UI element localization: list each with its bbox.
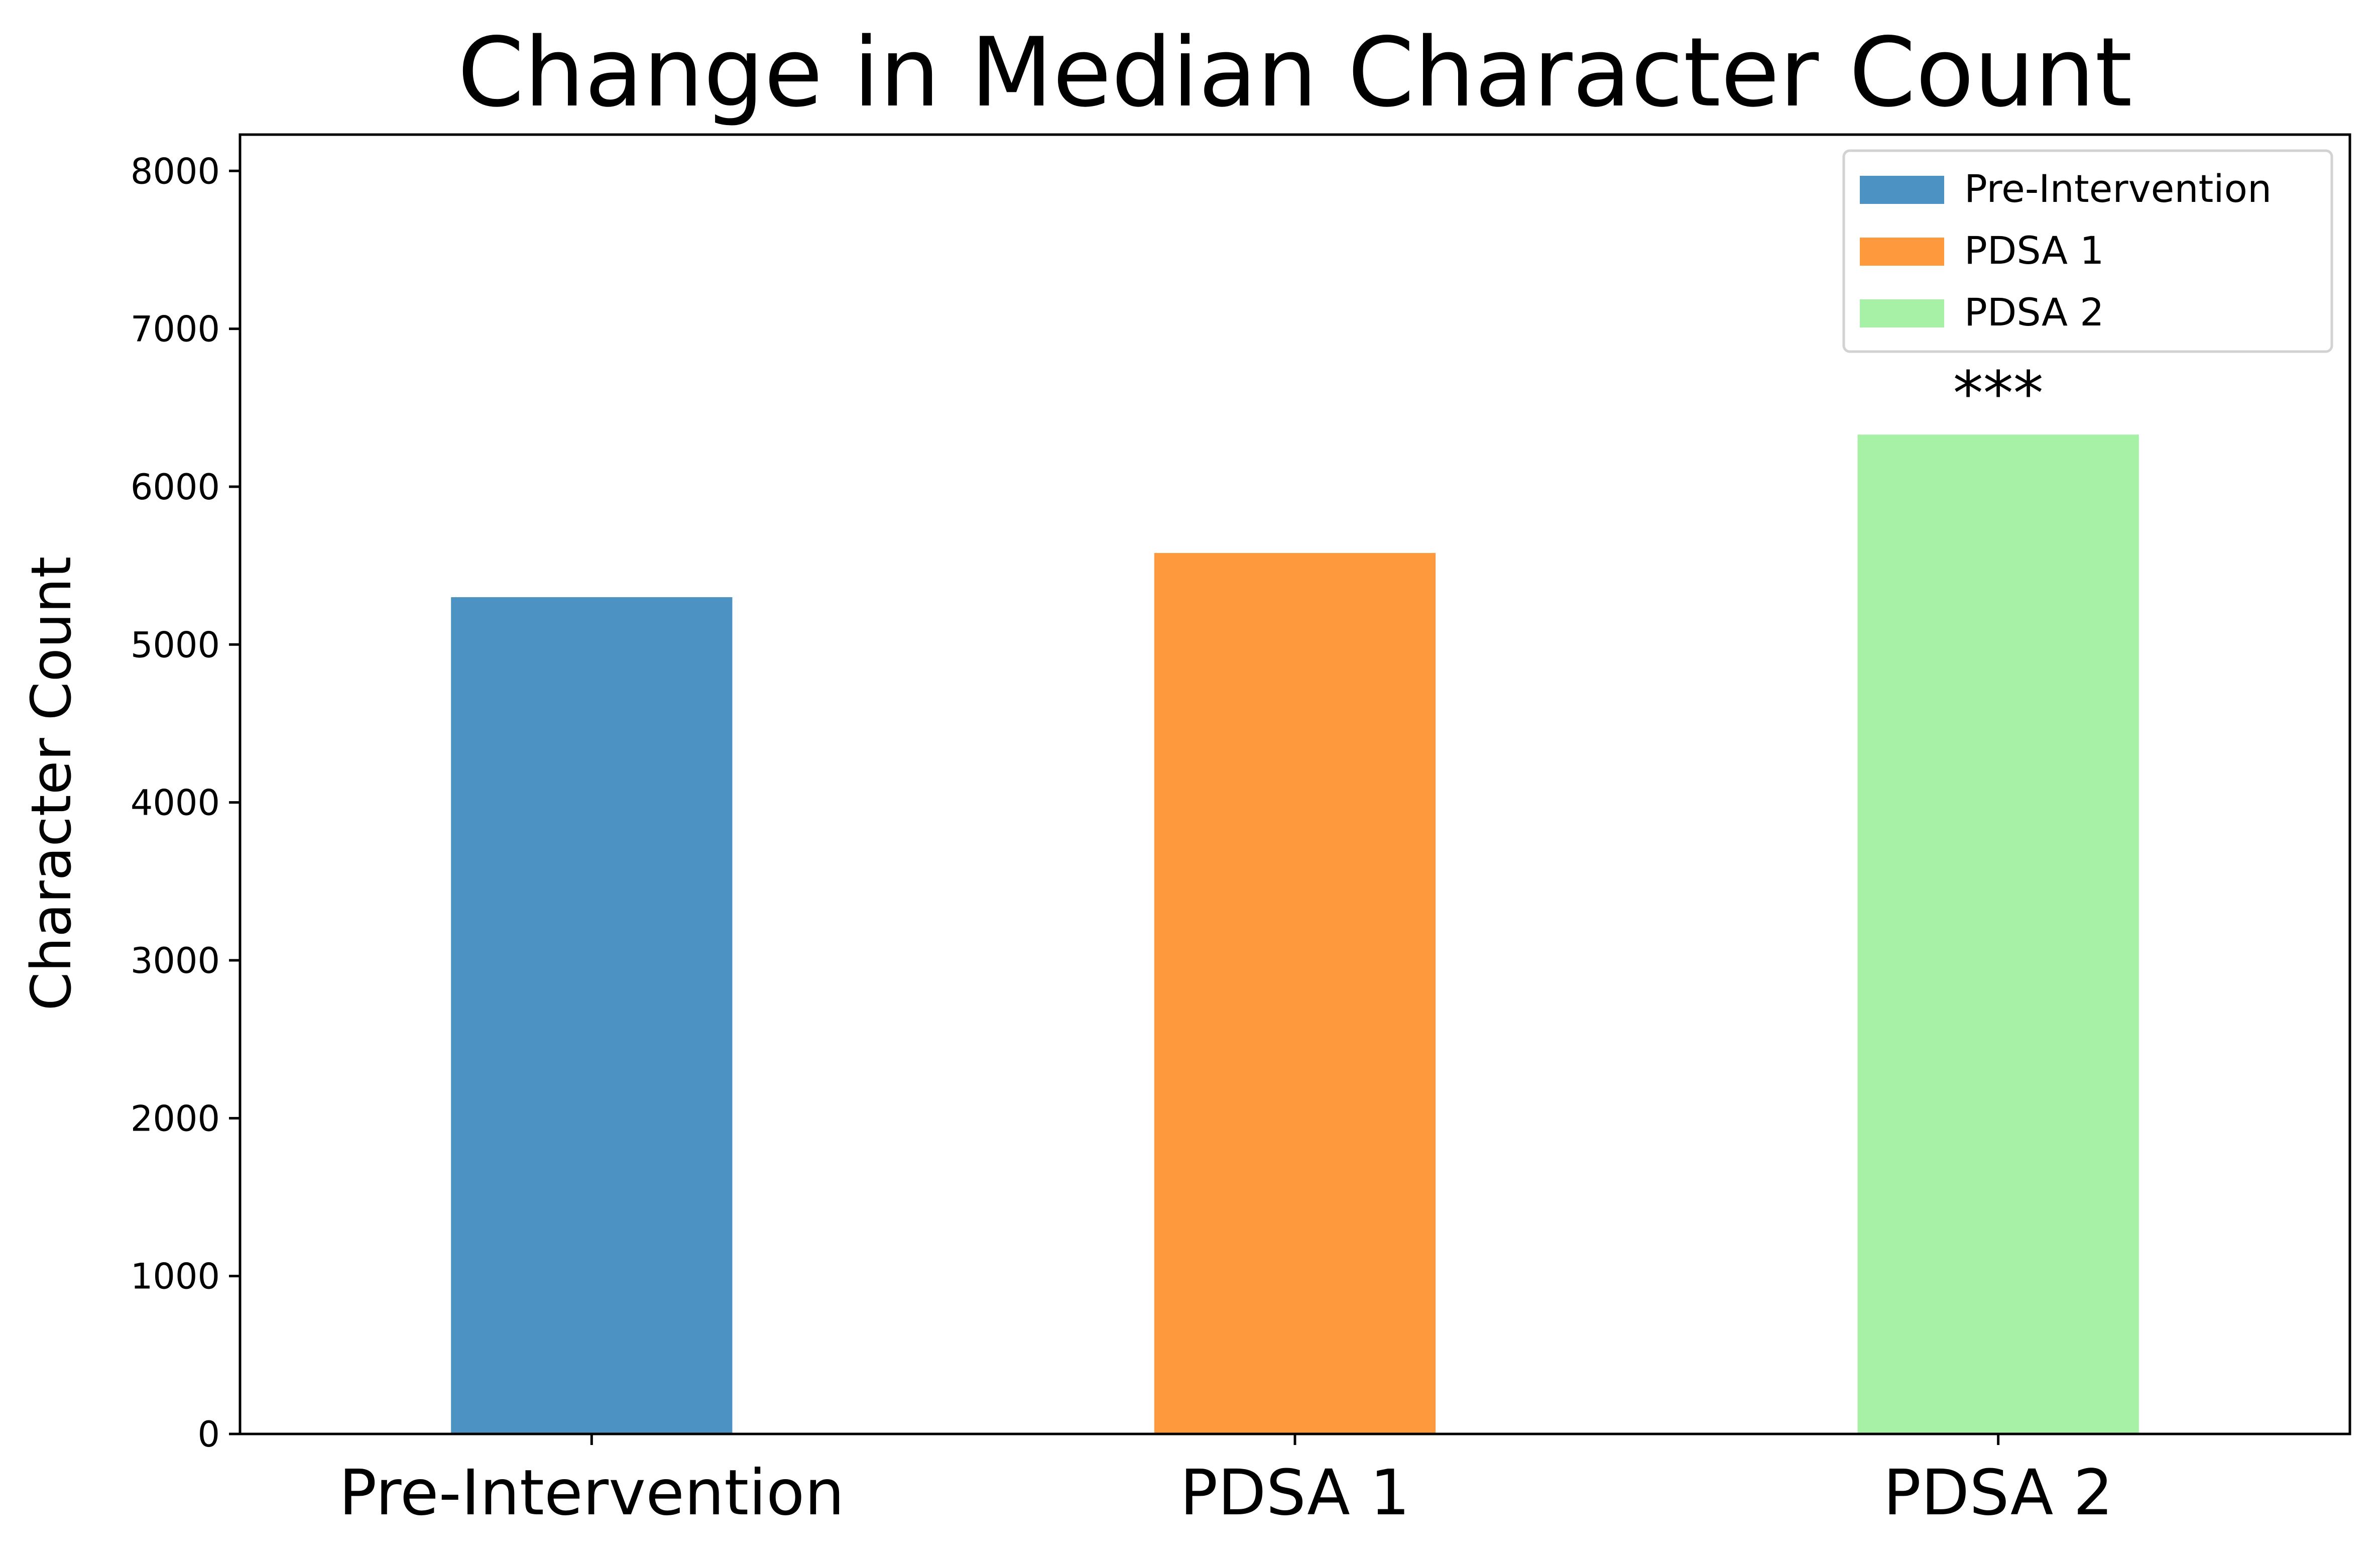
legend-frame	[1842, 149, 2333, 353]
y-tick-label: 7000	[131, 309, 220, 350]
significance-annotation: ***	[1953, 359, 2044, 429]
legend-swatch	[1860, 176, 1944, 204]
bar-pre-intervention	[451, 597, 733, 1434]
y-axis-label: Character Count	[19, 557, 83, 1011]
legend-entry-label: PDSA 2	[1964, 290, 2104, 335]
legend-swatch	[1860, 238, 1944, 266]
bar-pdsa-1	[1154, 552, 1436, 1434]
y-tick-label: 2000	[131, 1098, 220, 1139]
x-tick-label: PDSA 2	[1883, 1457, 2113, 1529]
y-tick-label: 6000	[131, 467, 220, 508]
y-tick-label: 5000	[131, 624, 220, 665]
x-tick-label: PDSA 1	[1180, 1457, 1410, 1529]
y-tick-label: 4000	[131, 783, 220, 824]
legend-entry-label: Pre-Intervention	[1964, 166, 2272, 211]
x-tick-label: Pre-Intervention	[339, 1457, 845, 1529]
y-tick-label: 0	[197, 1414, 220, 1455]
legend-swatch	[1860, 299, 1944, 327]
legend-entry-label: PDSA 1	[1964, 228, 2104, 273]
bar-pdsa-2	[1857, 434, 2139, 1434]
legend: Pre-Intervention PDSA 1 PDSA 2	[1842, 149, 2333, 353]
y-tick-label: 3000	[131, 940, 220, 981]
y-tick-label: 8000	[131, 151, 220, 192]
chart-title: Change in Median Character Count	[457, 17, 2132, 128]
plot-area: 0 1000 2000 3000 4000 5000 6000 7000 8000 Pre-Int…	[131, 133, 2351, 1529]
y-tick-label: 1000	[131, 1256, 220, 1297]
